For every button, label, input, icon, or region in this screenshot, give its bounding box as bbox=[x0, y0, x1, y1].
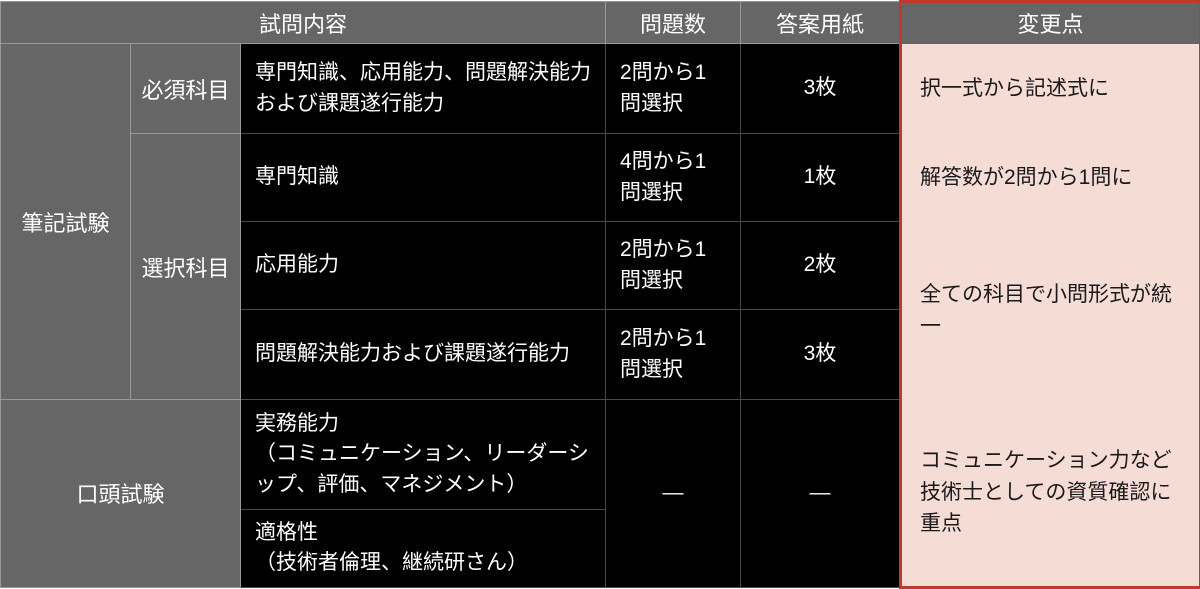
exam-table: 試問内容 問題数 答案用紙 変更点 筆記試験 必須科目 専門知識、応用能力、問題… bbox=[0, 0, 1200, 573]
table-row: 口頭試験 実務能力（コミュニケーション、リーダーシップ、評価、マネジメント） —… bbox=[1, 400, 1200, 510]
oral-exam-label: 口頭試験 bbox=[1, 400, 241, 588]
cell-count: 2問から1問選択 bbox=[606, 310, 741, 400]
cell-sheets: — bbox=[741, 400, 901, 588]
cell-change: 全ての科目で小問形式が統一 bbox=[901, 222, 1200, 400]
cell-content: 専門知識、応用能力、問題解決能力および課題遂行能力 bbox=[241, 44, 606, 134]
cell-content: 応用能力 bbox=[241, 222, 606, 310]
cell-count: — bbox=[606, 400, 741, 588]
required-subject-label: 必須科目 bbox=[131, 44, 241, 134]
cell-sheets: 1枚 bbox=[741, 134, 901, 222]
cell-change: 択一式から記述式に bbox=[901, 44, 1200, 134]
col-content: 試問内容 bbox=[1, 2, 606, 44]
cell-content: 専門知識 bbox=[241, 134, 606, 222]
col-count: 問題数 bbox=[606, 2, 741, 44]
written-exam-label: 筆記試験 bbox=[1, 44, 131, 400]
cell-sheets: 3枚 bbox=[741, 310, 901, 400]
cell-change: 解答数が2問から1問に bbox=[901, 134, 1200, 222]
table-row: 筆記試験 必須科目 専門知識、応用能力、問題解決能力および課題遂行能力 2問から… bbox=[1, 44, 1200, 134]
col-changes: 変更点 bbox=[901, 2, 1200, 44]
cell-content: 実務能力（コミュニケーション、リーダーシップ、評価、マネジメント） bbox=[241, 400, 606, 510]
cell-count: 2問から1問選択 bbox=[606, 222, 741, 310]
table-row: 選択科目 専門知識 4問から1問選択 1枚 解答数が2問から1問に bbox=[1, 134, 1200, 222]
elective-subject-label: 選択科目 bbox=[131, 134, 241, 400]
cell-content: 問題解決能力および課題遂行能力 bbox=[241, 310, 606, 400]
cell-count: 2問から1問選択 bbox=[606, 44, 741, 134]
cell-sheets: 3枚 bbox=[741, 44, 901, 134]
cell-sheets: 2枚 bbox=[741, 222, 901, 310]
cell-content: 適格性（技術者倫理、継続研さん） bbox=[241, 510, 606, 588]
cell-change: コミュニケーション力など技術士としての資質確認に重点 bbox=[901, 400, 1200, 588]
table: 試問内容 問題数 答案用紙 変更点 筆記試験 必須科目 専門知識、応用能力、問題… bbox=[0, 0, 1200, 589]
table-header-row: 試問内容 問題数 答案用紙 変更点 bbox=[1, 2, 1200, 44]
cell-count: 4問から1問選択 bbox=[606, 134, 741, 222]
col-sheets: 答案用紙 bbox=[741, 2, 901, 44]
